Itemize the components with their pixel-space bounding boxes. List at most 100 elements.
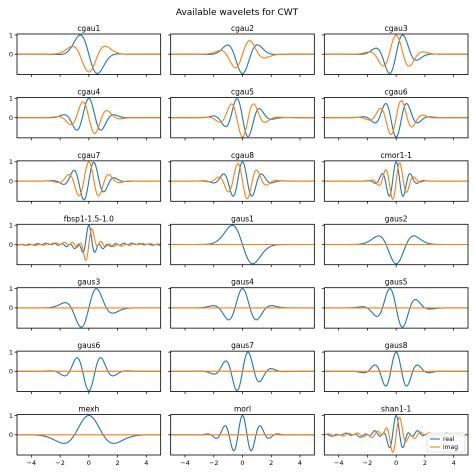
series-line-imag <box>17 45 161 73</box>
subplot-title: cmor1-1 <box>380 151 412 160</box>
subplot-title: gaus8 <box>385 341 408 350</box>
y-tick-label: 0 <box>9 114 13 122</box>
subplot-title: gaus7 <box>231 341 254 350</box>
plot-area <box>170 224 315 265</box>
series-line-real <box>324 351 469 387</box>
x-tick-label: 4 <box>452 459 456 467</box>
subplot-title: gaus4 <box>231 278 254 287</box>
y-tick-label: 0 <box>9 304 13 312</box>
subplot-title: gaus3 <box>77 278 100 287</box>
subplot-gaus7: gaus7 <box>168 341 315 395</box>
plot-area <box>324 235 469 265</box>
x-tick-label: 4 <box>298 459 302 467</box>
series-line-imag <box>170 40 315 69</box>
plot-area <box>324 161 469 200</box>
subplot-title: gaus6 <box>77 341 100 350</box>
x-tick-label: 4 <box>144 459 148 467</box>
y-tick-label: 0 <box>9 177 13 185</box>
plot-area <box>170 414 315 452</box>
subplot-title: fbsp1-1.5-1.0 <box>64 214 114 223</box>
subplot-title: cgau5 <box>231 87 254 96</box>
subplot-cgau2: cgau2 <box>168 24 315 77</box>
x-tick-label: −4 <box>180 459 190 467</box>
y-tick-label: 1 <box>9 285 13 293</box>
plot-area <box>17 414 161 444</box>
subplot-title: cgau4 <box>77 87 100 96</box>
plot-area <box>170 40 315 75</box>
subplot-cgau4: cgau4 0 1 <box>9 87 162 141</box>
subplot-mexh: mexh 0 1 −4 −2 0 2 4 <box>9 405 162 467</box>
plot-area <box>170 161 315 200</box>
y-tick-label: 1 <box>9 412 13 420</box>
subplot-gaus1: gaus1 <box>168 214 315 268</box>
subplot-title: gaus5 <box>385 278 408 287</box>
x-tick-label: 0 <box>240 459 244 467</box>
subplot-cmor1-1: cmor1-1 <box>321 151 469 204</box>
subplot-morl: morl −4 −2 0 2 4 <box>168 405 315 467</box>
plot-area <box>324 351 469 387</box>
plot-area <box>170 98 315 138</box>
subplot-gaus4: gaus4 <box>168 278 315 331</box>
subplot-fbsp1-1.5-1.0: fbsp1-1.5-1.0 0 1 <box>9 214 162 268</box>
subplot-cgau7: cgau7 0 1 <box>9 151 162 204</box>
subplot-cgau3: cgau3 <box>321 24 469 77</box>
series-line-imag <box>324 34 469 67</box>
x-tick-label: 0 <box>87 459 91 467</box>
y-tick-label: 0 <box>9 51 13 59</box>
subplot-title: cgau1 <box>77 24 100 33</box>
legend-label-imag: imag <box>443 444 458 451</box>
x-tick-label: 2 <box>115 459 119 467</box>
subplot-gaus5: gaus5 <box>321 278 469 331</box>
subplot-cgau1: cgau1 0 1 <box>9 24 162 77</box>
plot-area <box>17 34 161 75</box>
series-line-real <box>170 288 315 321</box>
subplot-gaus8: gaus8 <box>321 341 469 395</box>
series-line-imag <box>17 101 161 135</box>
plot-area <box>324 288 469 328</box>
x-tick-label: −2 <box>209 459 219 467</box>
subplot-cgau8: cgau8 <box>168 151 315 204</box>
y-tick-label: 0 <box>9 241 13 249</box>
series-line-real <box>17 357 161 392</box>
subplot-grid: cgau1 0 1 cgau2 cgau3 cgau4 0 1 cgau5 cgau6 cgau7 0… <box>9 24 469 467</box>
series-line-real <box>17 97 161 131</box>
y-tick-label: 1 <box>9 31 13 39</box>
y-tick-label: 1 <box>9 348 13 356</box>
y-tick-label: 1 <box>9 158 13 166</box>
series-line-real <box>17 414 161 444</box>
y-tick-label: 0 <box>9 431 13 439</box>
plot-area <box>324 34 469 75</box>
subplot-title: cgau7 <box>77 151 100 160</box>
legend-label-real: real <box>443 436 455 443</box>
x-tick-label: −4 <box>334 459 344 467</box>
plot-area <box>17 161 161 201</box>
plot-area <box>17 288 161 328</box>
plot-area <box>170 288 315 321</box>
series-line-imag <box>324 162 469 200</box>
plot-area <box>17 97 161 135</box>
subplot-cgau6: cgau6 <box>321 87 469 141</box>
subplot-title: mexh <box>78 405 99 414</box>
subplot-cgau5: cgau5 <box>168 87 315 141</box>
x-tick-label: −2 <box>55 459 65 467</box>
plot-area <box>17 224 161 261</box>
subplot-title: cgau2 <box>231 24 254 33</box>
plot-area <box>170 351 315 392</box>
subplot-title: morl <box>234 405 251 414</box>
subplot-title: gaus1 <box>231 214 254 223</box>
series-line-real <box>170 44 315 75</box>
subplot-title: cgau3 <box>385 24 408 33</box>
subplot-title: shan1-1 <box>381 405 411 414</box>
plot-area <box>324 100 469 138</box>
series-line-imag <box>17 161 161 197</box>
figure-title: Available wavelets for CWT <box>176 8 299 18</box>
x-tick-label: −4 <box>27 459 37 467</box>
subplot-gaus2: gaus2 <box>321 214 469 268</box>
series-line-imag <box>170 103 315 138</box>
series-line-imag <box>324 100 469 136</box>
series-line-real <box>324 235 469 265</box>
y-tick-label: 1 <box>9 95 13 103</box>
